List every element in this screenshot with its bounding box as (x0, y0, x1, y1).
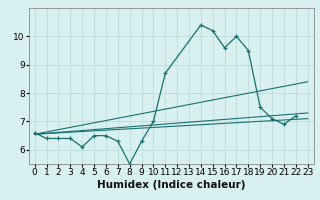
X-axis label: Humidex (Indice chaleur): Humidex (Indice chaleur) (97, 180, 245, 190)
